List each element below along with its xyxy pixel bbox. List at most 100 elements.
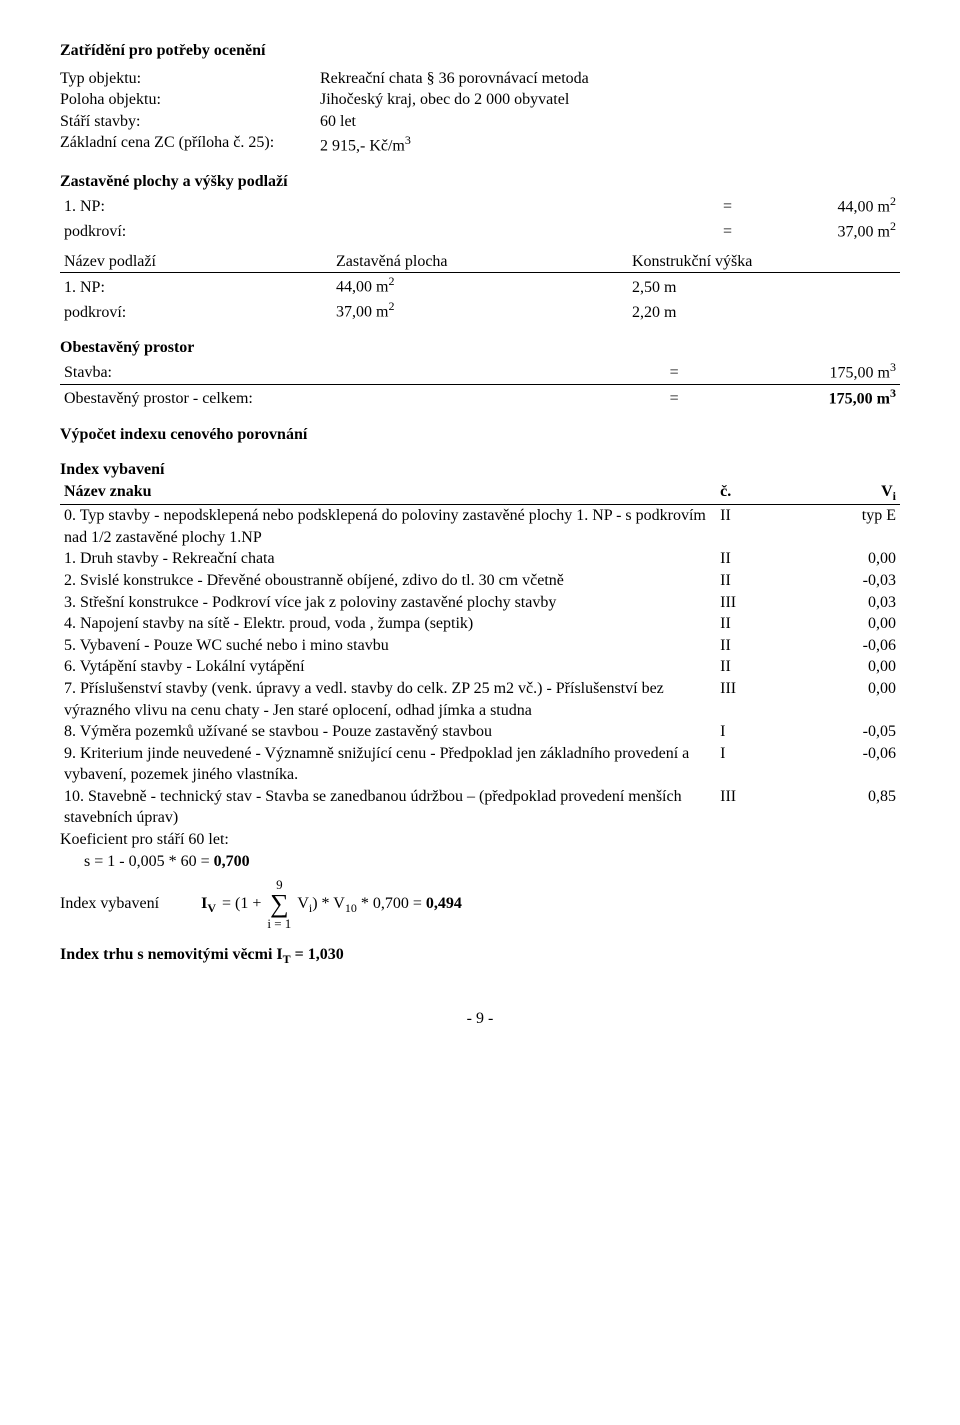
unit-exp: 2 <box>890 194 896 208</box>
koef-label: Koeficient pro stáří 60 let: <box>60 829 900 851</box>
cell: typ E <box>787 505 900 549</box>
cell: II <box>716 656 787 678</box>
cell-label: Obestavěný prostor - celkem: <box>60 384 591 409</box>
unit-exp: 3 <box>405 133 411 147</box>
table-row: 3. Střešní konstrukce - Podkroví více ja… <box>60 592 900 614</box>
cell: I <box>716 721 787 743</box>
iv-result: 0,494 <box>426 895 462 912</box>
iv-tail: Vi) * V10 * 0,700 = 0,494 <box>297 893 462 916</box>
kv-row: Stáří stavby: 60 let <box>60 111 900 133</box>
kv-row: Poloha objektu: Jihočeský kraj, obec do … <box>60 89 900 111</box>
cell: -0,06 <box>787 743 900 786</box>
kv-label: Stáří stavby: <box>60 111 320 133</box>
it-sub: T <box>283 952 291 966</box>
cell: 0,00 <box>787 613 900 635</box>
val-text: 175,00 m <box>830 364 890 381</box>
cell: -0,03 <box>787 570 900 592</box>
cell: 0,00 <box>787 548 900 570</box>
cell: -0,06 <box>787 635 900 657</box>
cell: II <box>716 635 787 657</box>
val-text: 44,00 m <box>838 198 890 215</box>
cell: 2,20 m <box>628 298 900 323</box>
cell: 0,00 <box>787 656 900 678</box>
cell: 1. Druh stavby - Rekreační chata <box>60 548 716 570</box>
cell: III <box>716 592 787 614</box>
col-header: Název podlaží <box>60 251 332 273</box>
table-row: 6. Vytápění stavby - Lokální vytápění II… <box>60 656 900 678</box>
heading-zatrideni: Zatřídění pro potřeby ocenění <box>60 40 900 62</box>
col-header: Název znaku <box>60 481 716 505</box>
heading-zastavene: Zastavěné plochy a výšky podlaží <box>60 171 900 193</box>
sigma-bottom: i = 1 <box>267 917 291 930</box>
cell: II <box>716 505 787 549</box>
cell: 9. Kriterium jinde neuvedené - Významně … <box>60 743 716 786</box>
table-row: 9. Kriterium jinde neuvedené - Významně … <box>60 743 900 786</box>
cell-eq: = <box>648 193 772 218</box>
table-row: 10. Stavebně - technický stav - Stavba s… <box>60 786 900 829</box>
cell: 2,50 m <box>628 273 900 298</box>
kv-value: Jihočeský kraj, obec do 2 000 obyvatel <box>320 89 900 111</box>
table-row: 7. Příslušenství stavby (venk. úpravy a … <box>60 678 900 721</box>
cell: 0. Typ stavby - nepodsklepená nebo podsk… <box>60 505 716 549</box>
table-header-row: Název podlaží Zastavěná plocha Konstrukč… <box>60 251 900 273</box>
cell: 3. Střešní konstrukce - Podkroví více ja… <box>60 592 716 614</box>
table-row: podkroví: 37,00 m2 2,20 m <box>60 298 900 323</box>
page-number: - 9 - <box>60 1008 900 1030</box>
col-header: Konstrukční výška <box>628 251 900 273</box>
table-header-row: Název znaku č. Vi <box>60 481 900 505</box>
kv-value: 2 915,- Kč/m3 <box>320 132 900 157</box>
val-text: 37,00 m <box>838 223 890 240</box>
kv-label: Typ objektu: <box>60 68 320 90</box>
cell: 8. Výměra pozemků užívané se stavbou - P… <box>60 721 716 743</box>
iv-formula: Index vybavení IV = (1 + 9 ∑ i = 1 Vi) *… <box>60 878 900 930</box>
heading-obestaveny: Obestavěný prostor <box>60 337 900 359</box>
cell-label: Stavba: <box>60 359 591 384</box>
t1: V <box>297 895 309 912</box>
cell: 6. Vytápění stavby - Lokální vytápění <box>60 656 716 678</box>
table-row: 4. Napojení stavby na sítě - Elektr. pro… <box>60 613 900 635</box>
iv-symbol: IV <box>201 893 216 916</box>
heading-index-vybaveni: Index vybavení <box>60 459 900 481</box>
cell: I <box>716 743 787 786</box>
cell: 10. Stavebně - technický stav - Stavba s… <box>60 786 716 829</box>
cell-eq: = <box>648 218 772 243</box>
subscript: i <box>893 489 896 503</box>
cell: 1. NP: <box>60 273 332 298</box>
kv-label: Základní cena ZC (příloha č. 25): <box>60 132 320 157</box>
cell-val: 44,00 m2 <box>772 193 900 218</box>
iv-sub: V <box>207 901 216 915</box>
table-row: 8. Výměra pozemků užívané se stavbou - P… <box>60 721 900 743</box>
cell: 2. Svislé konstrukce - Dřevěné oboustran… <box>60 570 716 592</box>
cell-val: 37,00 m2 <box>772 218 900 243</box>
unit-exp: 2 <box>890 219 896 233</box>
cell-label: 1. NP: <box>60 193 648 218</box>
cell: III <box>716 678 787 721</box>
ob-table: Stavba: = 175,00 m3 Obestavěný prostor -… <box>60 359 900 410</box>
kv-value-text: 2 915,- Kč/m <box>320 138 405 155</box>
cell: 4. Napojení stavby na sítě - Elektr. pro… <box>60 613 716 635</box>
sigma-symbol: ∑ <box>270 891 289 917</box>
cell: -0,05 <box>787 721 900 743</box>
kv-value: Rekreační chata § 36 porovnávací metoda <box>320 68 900 90</box>
table-row: 2. Svislé konstrukce - Dřevěné oboustran… <box>60 570 900 592</box>
table-row: Obestavěný prostor - celkem: = 175,00 m3 <box>60 384 900 409</box>
table-row: 5. Vybavení - Pouze WC suché nebo i mino… <box>60 635 900 657</box>
table-row: 1. Druh stavby - Rekreační chata II 0,00 <box>60 548 900 570</box>
val-text: 175,00 m <box>829 390 890 407</box>
iv-mid1: = (1 + <box>222 893 261 915</box>
table-row: Stavba: = 175,00 m3 <box>60 359 900 384</box>
col-header: č. <box>716 481 787 505</box>
col-header-text: V <box>881 483 893 500</box>
cell: 44,00 m2 <box>332 273 628 298</box>
table-row: 1. NP: = 44,00 m2 <box>60 193 900 218</box>
cell: 0,85 <box>787 786 900 829</box>
kv-row: Základní cena ZC (příloha č. 25): 2 915,… <box>60 132 900 157</box>
kv-value: 60 let <box>320 111 900 133</box>
t3: * 0,700 = <box>357 895 426 912</box>
cell: 0,00 <box>787 678 900 721</box>
cell: II <box>716 570 787 592</box>
cell: III <box>716 786 787 829</box>
it-line: Index trhu s nemovitými věcmi IT = 1,030 <box>60 944 900 967</box>
unit-exp: 3 <box>890 386 896 400</box>
znak-table: Název znaku č. Vi 0. Typ stavby - nepods… <box>60 481 900 829</box>
